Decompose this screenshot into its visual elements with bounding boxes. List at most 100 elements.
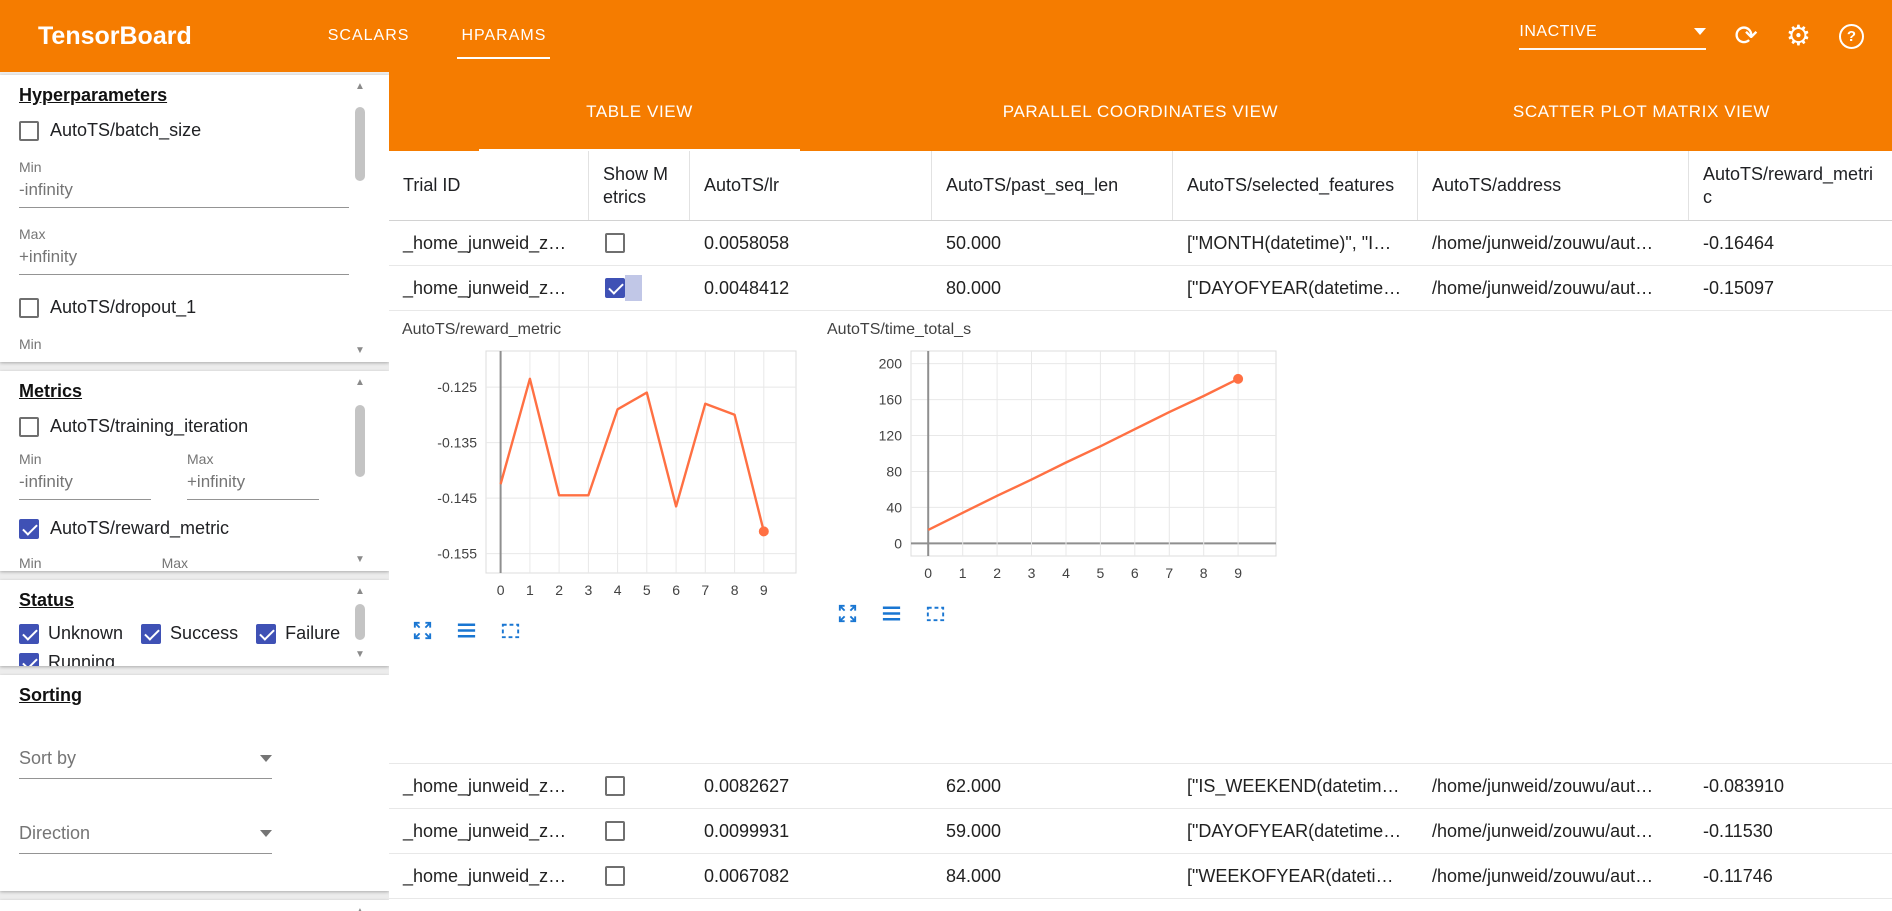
cell-show-metrics bbox=[589, 266, 690, 310]
status-option-success[interactable]: Success bbox=[141, 623, 238, 644]
col-header-show-metrics[interactable]: Show Metrics bbox=[589, 151, 690, 220]
cell-reward-metric: -0.083910 bbox=[1703, 775, 1785, 796]
expand-icon[interactable] bbox=[410, 618, 435, 643]
tab-parallel-coordinates-view[interactable]: PARALLEL COORDINATES VIEW bbox=[1002, 101, 1279, 121]
hparam-dropout-row[interactable]: AutoTS/dropout_1 bbox=[19, 297, 349, 318]
svg-text:3: 3 bbox=[1028, 565, 1036, 581]
cell-trial-id: _home_junweid_z… bbox=[403, 277, 567, 298]
chart-title: AutoTS/time_total_s bbox=[827, 321, 972, 338]
col-header-reward-metric[interactable]: AutoTS/reward_metric bbox=[1703, 164, 1874, 207]
settings-gear-icon[interactable]: ⚙ bbox=[1785, 20, 1811, 51]
training-iteration-checkbox[interactable] bbox=[19, 416, 39, 437]
tab-scatter-plot-matrix-view[interactable]: SCATTER PLOT MATRIX VIEW bbox=[1512, 101, 1771, 121]
direction-dropdown[interactable]: Direction bbox=[19, 823, 272, 854]
svg-text:0: 0 bbox=[894, 535, 902, 551]
batch-size-checkbox[interactable] bbox=[19, 120, 39, 141]
max-label: Max bbox=[187, 451, 214, 467]
status-option-failure[interactable]: Failure bbox=[256, 623, 340, 644]
running-checkbox[interactable] bbox=[19, 652, 39, 666]
batch-size-label: AutoTS/batch_size bbox=[50, 120, 202, 140]
hparams-main: TABLE VIEW PARALLEL COORDINATES VIEW SCA… bbox=[389, 72, 1892, 911]
paging-panel: Paging ▲ bbox=[0, 900, 389, 911]
col-header-address[interactable]: AutoTS/address bbox=[1418, 151, 1689, 220]
col-header-lr[interactable]: AutoTS/lr bbox=[690, 151, 932, 220]
scrollbar[interactable]: ▲ bbox=[353, 906, 367, 911]
scrollbar[interactable]: ▲ ▼ bbox=[353, 377, 367, 565]
cell-lr: 0.0082627 bbox=[704, 775, 790, 796]
scroll-down-icon[interactable]: ▼ bbox=[355, 554, 365, 565]
time-total-line-chart[interactable]: 0 40 80 120 160 200 0 1 2 3 4 5 6 7 8 9 bbox=[849, 343, 1297, 591]
show-metrics-checkbox[interactable] bbox=[605, 776, 625, 796]
cell-address: /home/junweid/zouwu/aut… bbox=[1432, 232, 1654, 253]
show-metrics-checkbox[interactable] bbox=[605, 233, 625, 253]
training-iteration-max-input[interactable]: +infinity bbox=[187, 467, 319, 500]
chart-title: AutoTS/reward_metric bbox=[402, 321, 562, 338]
scroll-down-icon[interactable]: ▼ bbox=[355, 649, 365, 660]
status-option-unknown[interactable]: Unknown bbox=[19, 623, 123, 644]
success-checkbox[interactable] bbox=[141, 623, 162, 644]
metric-training-iteration-row[interactable]: AutoTS/training_iteration bbox=[19, 416, 349, 437]
reload-status-dropdown[interactable]: INACTIVE bbox=[1519, 23, 1707, 50]
cell-lr: 0.0058058 bbox=[704, 232, 790, 253]
cell-selected-features: ["MONTH(datetime)", "I… bbox=[1187, 232, 1392, 253]
svg-text:4: 4 bbox=[1062, 565, 1070, 581]
chart-toolbar bbox=[410, 618, 822, 643]
metric-reward-metric-row[interactable]: AutoTS/reward_metric bbox=[19, 518, 349, 539]
reward-metric-chart-block: AutoTS/reward_metric -0.125 -0.135 -0.145-… bbox=[402, 321, 822, 643]
tab-scalars[interactable]: SCALARS bbox=[327, 27, 410, 44]
toggle-lines-icon[interactable] bbox=[879, 601, 904, 626]
cell-past-seq-len: 80.000 bbox=[946, 277, 1002, 298]
scroll-thumb[interactable] bbox=[355, 107, 365, 181]
scrollbar[interactable]: ▲ ▼ bbox=[353, 81, 367, 356]
show-metrics-checkbox[interactable] bbox=[605, 821, 625, 841]
scroll-thumb[interactable] bbox=[355, 604, 365, 640]
svg-text:-0.135: -0.135 bbox=[437, 435, 477, 451]
table-row: _home_junweid_z… 0.0048412 80.000 ["DAYO… bbox=[389, 266, 1892, 311]
scrollbar[interactable]: ▲ ▼ bbox=[353, 586, 367, 660]
training-iteration-min-input[interactable]: -infinity bbox=[19, 467, 151, 500]
metrics-panel: Metrics AutoTS/training_iteration Min -i… bbox=[0, 371, 389, 571]
reward-metric-checkbox[interactable] bbox=[19, 518, 39, 539]
cell-reward-metric: -0.11530 bbox=[1703, 820, 1773, 841]
reward-metric-line-chart[interactable]: -0.125 -0.135 -0.145 -0.155 0 1 2 3 4 5 6 7 8 9 bbox=[424, 343, 822, 608]
svg-text:200: 200 bbox=[879, 356, 903, 372]
scroll-down-icon[interactable]: ▼ bbox=[355, 345, 365, 356]
scroll-up-icon[interactable]: ▲ bbox=[355, 377, 365, 388]
col-header-trial-id[interactable]: Trial ID bbox=[389, 151, 589, 220]
scroll-up-icon[interactable]: ▲ bbox=[355, 81, 365, 92]
col-header-past-seq-len[interactable]: AutoTS/past_seq_len bbox=[932, 151, 1173, 220]
sort-by-dropdown[interactable]: Sort by bbox=[19, 748, 272, 779]
scroll-up-icon[interactable]: ▲ bbox=[353, 906, 367, 911]
hparam-batch-size-row[interactable]: AutoTS/batch_size bbox=[19, 120, 349, 141]
cell-selected-features: ["IS_WEEKEND(datetim… bbox=[1187, 775, 1400, 796]
show-metrics-checkbox[interactable] bbox=[605, 866, 625, 886]
scroll-thumb[interactable] bbox=[355, 405, 365, 477]
refresh-icon[interactable]: ⟳ bbox=[1734, 20, 1758, 51]
expand-icon[interactable] bbox=[835, 601, 860, 626]
tab-table-view[interactable]: TABLE VIEW bbox=[389, 72, 890, 151]
box-select-icon[interactable] bbox=[923, 601, 948, 626]
svg-text:8: 8 bbox=[731, 582, 739, 598]
failure-checkbox[interactable] bbox=[256, 623, 277, 644]
status-option-running[interactable]: Running bbox=[19, 652, 115, 666]
cell-past-seq-len: 59.000 bbox=[946, 820, 1002, 841]
header-nav: SCALARS HPARAMS bbox=[302, 0, 573, 72]
batch-size-min-input[interactable]: -infinity bbox=[19, 175, 349, 208]
help-icon[interactable]: ? bbox=[1839, 23, 1864, 49]
unknown-checkbox[interactable] bbox=[19, 623, 39, 644]
col-header-selected-features[interactable]: AutoTS/selected_features bbox=[1173, 151, 1418, 220]
svg-text:120: 120 bbox=[879, 428, 903, 444]
cell-trial-id: _home_junweid_z… bbox=[403, 232, 567, 253]
sort-by-value: Sort by bbox=[19, 748, 77, 768]
min-label: Min bbox=[19, 159, 42, 175]
box-select-icon[interactable] bbox=[498, 618, 523, 643]
min-label: Min bbox=[19, 451, 42, 467]
toggle-lines-icon[interactable] bbox=[454, 618, 479, 643]
batch-size-max-input[interactable]: +infinity bbox=[19, 242, 349, 275]
scroll-up-icon[interactable]: ▲ bbox=[355, 586, 365, 597]
dropout-checkbox[interactable] bbox=[19, 297, 39, 318]
show-metrics-checkbox[interactable] bbox=[605, 278, 625, 298]
tab-hparams[interactable]: HPARAMS bbox=[435, 0, 572, 72]
svg-text:0: 0 bbox=[924, 565, 932, 581]
